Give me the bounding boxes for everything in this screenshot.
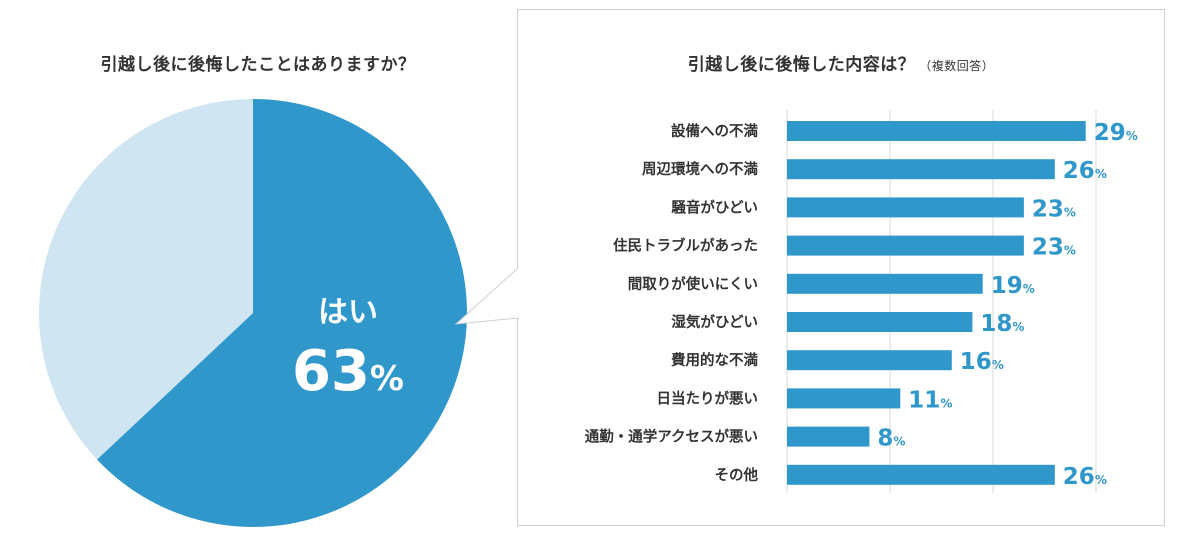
bar-chart-panel <box>517 9 1165 526</box>
callout-pointer <box>454 266 519 325</box>
pie-slice-0 <box>97 99 467 527</box>
pie-chart: はい 63% <box>39 99 520 527</box>
pie-slice-value: 63% <box>292 339 404 404</box>
pie-chart-title: 引越し後に後悔したことはありますか？ <box>100 55 416 75</box>
pie-slice-label: はい <box>318 295 378 330</box>
bar-chart-title: 引越し後に後悔した内容は？ <box>687 55 916 75</box>
bar-chart-subtitle: （複数回答） <box>919 59 995 73</box>
pie-slice-1 <box>39 99 254 460</box>
bar-chart-title-wrap: 引越し後に後悔した内容は？ （複数回答） <box>517 50 1165 75</box>
